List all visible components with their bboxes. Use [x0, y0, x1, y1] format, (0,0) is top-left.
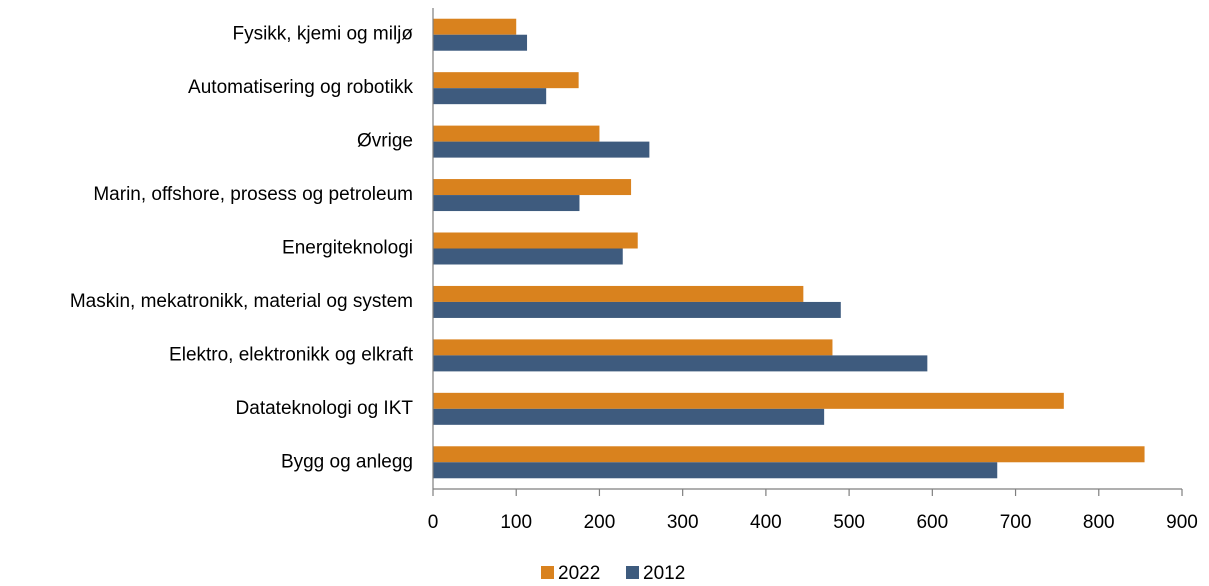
x-tick-label: 500 — [833, 512, 865, 533]
x-tick-label: 100 — [500, 512, 532, 533]
legend: 2022 2012 — [541, 563, 685, 584]
x-tick-label: 800 — [1083, 512, 1115, 533]
bar-2012-7 — [433, 408, 825, 425]
legend-swatch — [626, 566, 639, 579]
legend-swatch — [541, 566, 554, 579]
x-tick-label: 600 — [916, 512, 948, 533]
category-label: Bygg og anlegg — [281, 451, 413, 472]
legend-label: 2022 — [558, 563, 600, 584]
bar-2022-3 — [433, 179, 632, 196]
category-label: Automatisering og robotikk — [188, 77, 413, 98]
bar-2022-1 — [433, 72, 579, 89]
x-tick-label: 700 — [1000, 512, 1032, 533]
bar-2012-3 — [433, 195, 580, 212]
x-tick-label: 0 — [428, 512, 439, 533]
x-tick-label: 200 — [584, 512, 616, 533]
category-label: Øvrige — [357, 131, 413, 152]
bar-2022-7 — [433, 392, 1064, 409]
bar-2022-0 — [433, 18, 517, 35]
bar-2012-1 — [433, 88, 547, 105]
x-tick-label: 900 — [1166, 512, 1198, 533]
category-label: Marin, offshore, prosess og petroleum — [93, 184, 413, 205]
bar-2022-4 — [433, 232, 638, 249]
bar-2012-8 — [433, 462, 998, 479]
bar-2012-0 — [433, 34, 528, 51]
bar-2012-6 — [433, 355, 928, 372]
bar-2022-8 — [433, 446, 1145, 463]
axes — [432, 8, 1182, 490]
x-tick-label: 300 — [667, 512, 699, 533]
category-label: Datateknologi og IKT — [236, 398, 414, 419]
bar-2012-4 — [433, 248, 623, 265]
bar-2022-5 — [433, 285, 804, 302]
bar-2022-2 — [433, 125, 600, 142]
x-tick-label: 400 — [750, 512, 782, 533]
category-labels: Fysikk, kjemi og miljø Automatisering og … — [70, 24, 414, 473]
bar-2012-2 — [433, 141, 650, 158]
bars-group — [433, 18, 1145, 479]
category-label: Fysikk, kjemi og miljø — [232, 24, 413, 45]
legend-item-2012: 2012 — [626, 563, 685, 584]
legend-label: 2012 — [643, 563, 685, 584]
category-label: Energiteknologi — [282, 238, 413, 259]
x-axis-ticks: 0 100 200 300 400 500 600 700 800 900 — [428, 489, 1198, 533]
legend-item-2022: 2022 — [541, 563, 600, 584]
category-label: Maskin, mekatronikk, material og system — [70, 291, 413, 312]
bar-2012-5 — [433, 301, 841, 318]
bar-2022-6 — [433, 339, 833, 356]
category-label: Elektro, elektronikk og elkraft — [169, 344, 414, 365]
